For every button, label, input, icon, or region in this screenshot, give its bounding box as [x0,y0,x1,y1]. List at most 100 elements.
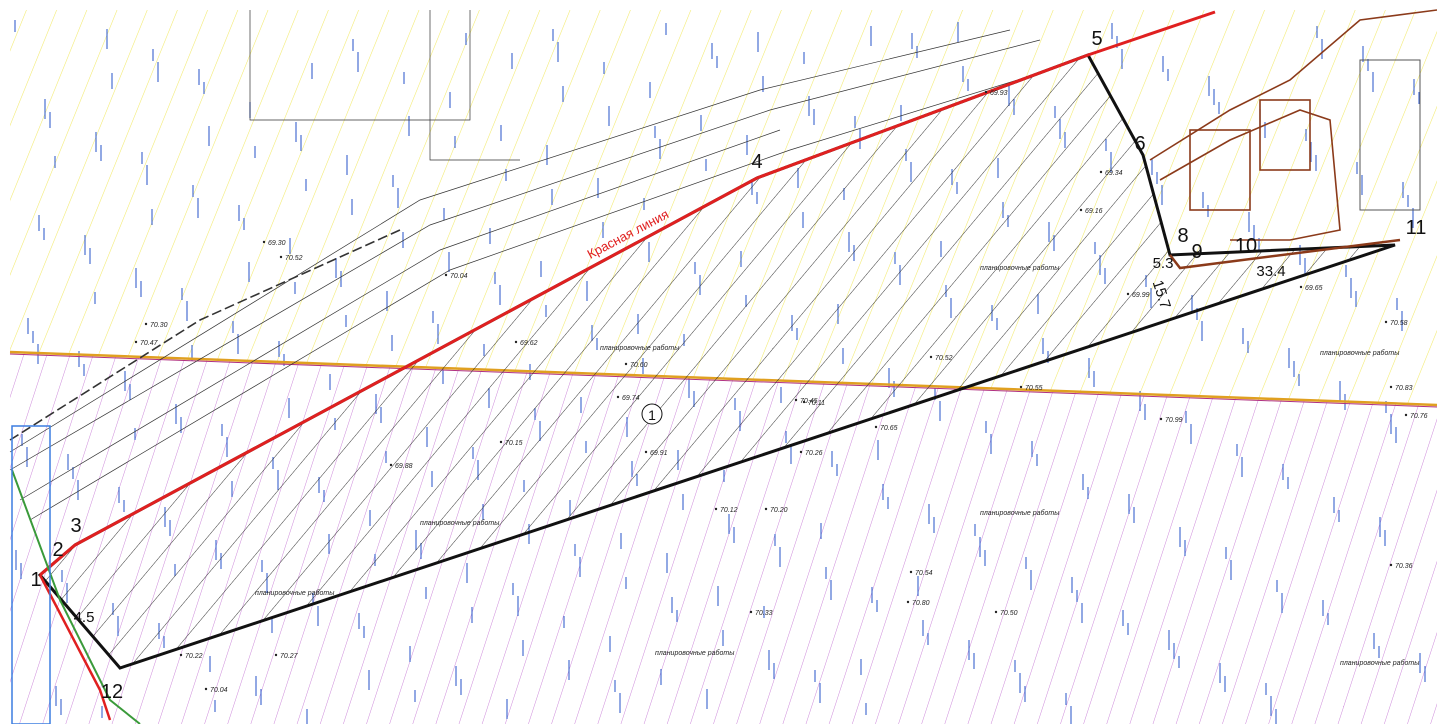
elevation: 70.36 [1395,563,1413,570]
elevation: 70.27 [280,653,299,660]
elevation-dot [514,340,518,344]
work-label: планировочные работы [655,649,735,657]
work-label: планировочные работы [420,519,500,527]
point-number: 10 [1235,235,1257,257]
elevation: 70.26 [805,450,823,457]
elevation-dot [144,322,148,326]
elevation-dot [906,600,910,604]
point-number: 9 [1191,241,1202,263]
elevation-dot [764,507,768,511]
elevation: 70.04 [450,273,468,280]
elevation: 69.74 [622,395,640,402]
red-line [39,10,1216,577]
road-lines [9,10,1051,521]
elevation-dot [499,440,503,444]
elevation-dot [994,610,998,614]
point-number: 3 [70,515,81,537]
elevation-dot [799,450,803,454]
elevation: 70.50 [1000,610,1018,617]
elevation-dot [909,570,913,574]
point-number: 5 [1091,28,1102,50]
elevation: 70.83 [1395,385,1413,392]
point-number: 8 [1177,225,1188,247]
parcel-circle [641,403,663,425]
elevation: 70.04 [210,687,228,694]
dimension: 33.4 [1256,263,1285,280]
elevation: 70.55 [1025,385,1043,392]
elevation: 69.88 [395,463,413,470]
elevation: 69.34 [1105,170,1123,177]
elevation: 69.65 [1305,285,1323,292]
elevation-dot [389,463,393,467]
dimension: 4.5 [74,609,95,626]
elevation-dot [802,400,806,404]
elevation-dot [1126,292,1130,296]
elevation: 70.33 [755,610,773,617]
work-label: планировочные работы [1340,659,1420,667]
blue-frame [11,425,51,724]
elevation: 70.20 [770,507,788,514]
elevation: 69.99 [1132,292,1150,299]
elevation: 69.16 [1085,208,1103,215]
point-number: 4 [751,151,762,173]
elevation: 69.91 [650,450,668,457]
elevation-dot [444,273,448,277]
elevation-dot [274,653,278,657]
elevation-dot [749,610,753,614]
elevation-dot [134,340,138,344]
boundary-east [1169,238,1401,270]
work-label: планировочные работы [255,589,335,597]
elevation-dot [1019,385,1023,389]
elevation-dot [1079,208,1083,212]
elevation-dot [1099,170,1103,174]
elevation: 70.52 [935,355,953,362]
work-label: планировочные работы [1320,349,1400,357]
elevation: 70.80 [912,600,930,607]
elevation-dot [794,398,798,402]
elevation-dot [1389,385,1393,389]
point-number: 11 [1406,217,1427,239]
elevation-dot [984,90,988,94]
elevation: 70.45 [800,398,818,405]
elevation: 70.15 [505,440,523,447]
elevation: 70.11 [808,400,825,407]
elevation: 69.30 [268,240,286,247]
elevation-dot [1159,417,1163,421]
elevation-dot [262,240,266,244]
elevation: 69.62 [520,340,538,347]
elevation-dot [714,507,718,511]
elevation: 70.54 [915,570,933,577]
elevation: 69.93 [990,90,1008,97]
elevation: 70.65 [880,425,898,432]
structures [1149,9,1437,241]
parcel-label: 1 [648,407,656,423]
elevation: 70.99 [1165,417,1183,424]
elevation-dot [874,425,878,429]
green-boundary [11,469,141,724]
point-number: 2 [52,539,63,561]
point-number: 6 [1134,133,1145,155]
red-line-south [38,574,112,721]
elevation: 70.58 [1390,320,1408,327]
work-label: планировочные работы [980,264,1060,272]
elevation-dot [1389,563,1393,567]
elevation-dot [624,362,628,366]
elevation-dot [1404,413,1408,417]
point-number: 12 [101,681,123,703]
dimension: 5.3 [1153,255,1174,272]
point-number: 1 [30,569,41,591]
elevation-dot [1384,320,1388,324]
elevation: 70.52 [285,255,303,262]
elevation-dot [204,687,208,691]
elevation-dot [929,355,933,359]
elevation: 70.30 [150,322,168,329]
elevation: 70.76 [1410,413,1428,420]
elevation: 70.60 [630,362,648,369]
elevation-dot [644,450,648,454]
work-label: планировочные работы [600,344,680,352]
elevation: 70.12 [720,507,738,514]
elevation-dot [616,395,620,399]
elevation-dot [179,653,183,657]
work-label: планировочные работы [980,509,1060,517]
